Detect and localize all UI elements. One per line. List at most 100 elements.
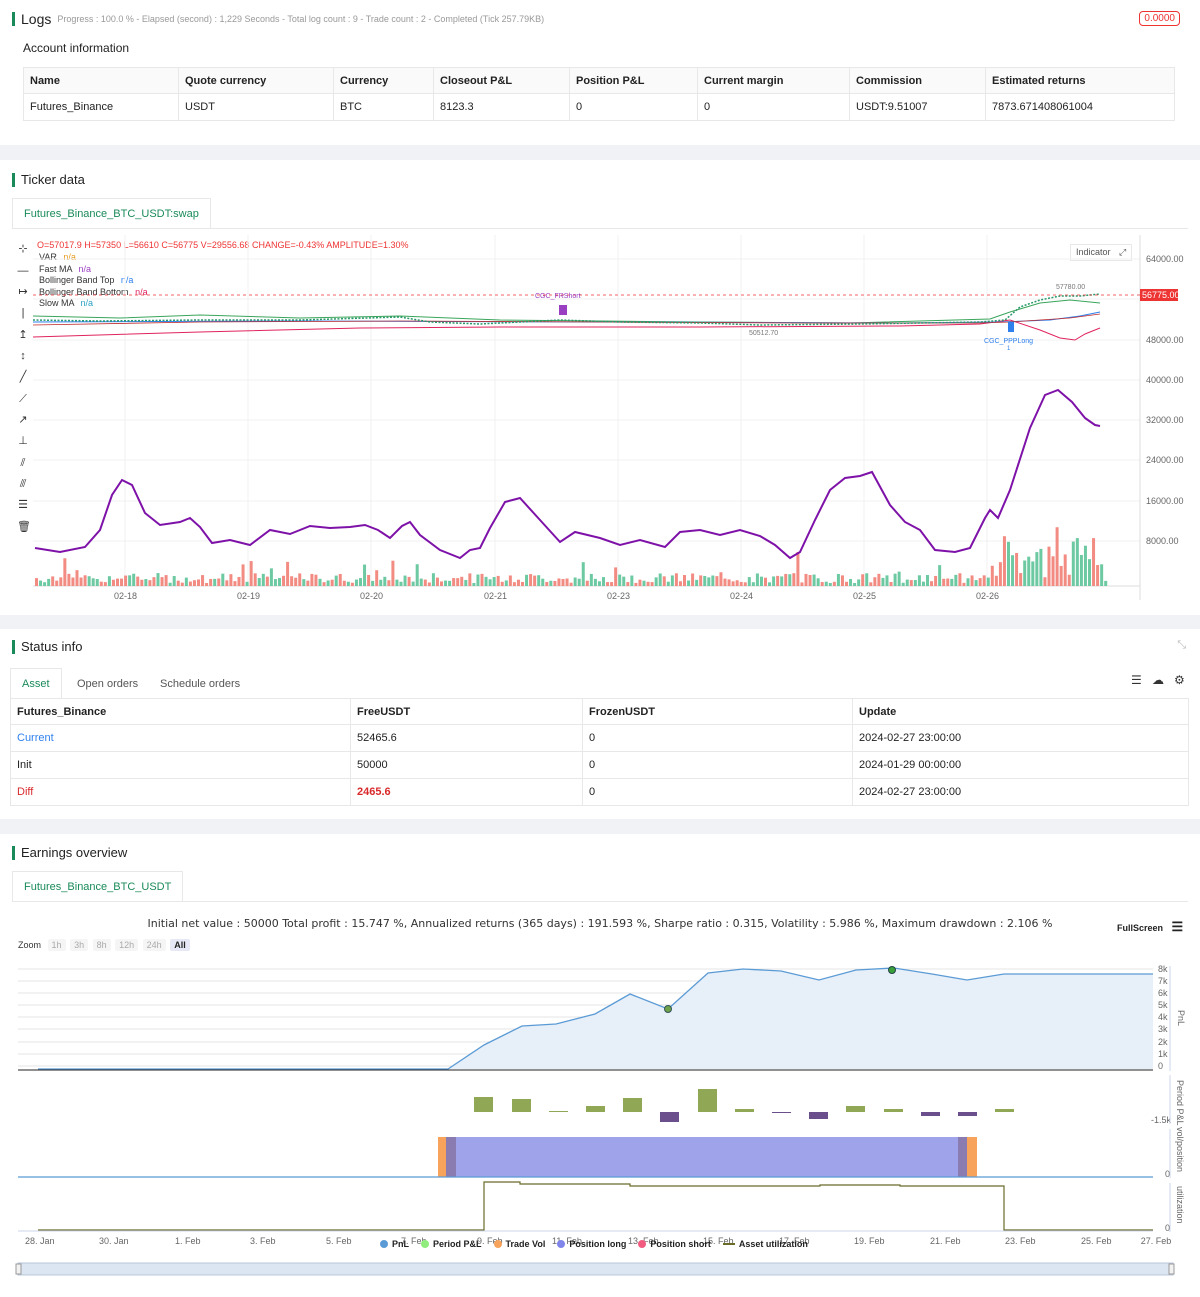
legend-label: Trade Vol — [505, 1239, 546, 1249]
navigator-bar[interactable] — [17, 1262, 1174, 1276]
earnings-chart: 8k 7k 6k 5k 4k 3k 2k 1k 0 PnL — [15, 964, 1186, 1276]
volume-bar — [1015, 552, 1019, 586]
legend-period-pnl[interactable]: Period P&L — [421, 1239, 482, 1249]
cloud-icon[interactable]: ☁ — [1152, 673, 1164, 687]
volume-bar — [982, 575, 986, 586]
zoom-3h[interactable]: 3h — [70, 939, 89, 951]
menu-icon[interactable]: ☰ — [1171, 919, 1184, 934]
asset-table: Futures_Binance FreeUSDT FrozenUSDT Upda… — [10, 698, 1189, 806]
col-frozen: FrozenUSDT — [582, 698, 853, 725]
segment-icon[interactable]: ⟋ — [19, 393, 27, 405]
zoom-24h[interactable]: 24h — [142, 939, 166, 951]
legend-label: Position short — [650, 1239, 711, 1249]
vertical-segment-icon[interactable]: ↕ — [20, 350, 26, 362]
volume-bar — [974, 580, 978, 586]
legend-trade-vol[interactable]: Trade Vol — [493, 1239, 546, 1249]
ticker-title-text: Ticker data — [21, 172, 85, 187]
volume-bar — [363, 564, 367, 586]
account-table: Name Quote currency Currency Closeout P&… — [23, 67, 1175, 121]
bar-negative — [809, 1112, 828, 1119]
logs-title-text: Logs — [21, 11, 52, 27]
date-tick: 27. Feb — [1141, 1236, 1172, 1246]
tab-ticker-symbol[interactable]: Futures_Binance_BTC_USDT:swap — [12, 198, 211, 228]
collapse-icon[interactable]: ⤡ — [1177, 639, 1186, 651]
zoom-12h[interactable]: 12h — [115, 939, 139, 951]
volume-bar — [476, 574, 480, 586]
volume-bar — [395, 579, 399, 586]
vertical-ray-icon[interactable]: ↥ — [18, 329, 28, 341]
volume-bar — [456, 578, 460, 586]
trash-icon[interactable]: 🗑 — [17, 521, 31, 533]
navigator-handle-right[interactable] — [1168, 1263, 1175, 1275]
tab-open-orders[interactable]: Open orders — [65, 668, 151, 698]
volume-bar — [808, 575, 812, 586]
volume-bar — [1027, 556, 1031, 586]
zoom-1h[interactable]: 1h — [47, 939, 66, 951]
cell: USDT — [178, 93, 334, 121]
pnl-tick: 4k — [1158, 1012, 1168, 1022]
price-line-icon[interactable]: ⊥ — [18, 435, 28, 447]
volume-bar — [107, 576, 111, 586]
date-tick: 02-18 — [114, 591, 137, 601]
volume-bar — [816, 578, 820, 586]
tab-asset[interactable]: Asset — [10, 668, 62, 698]
volume-bar — [917, 575, 921, 586]
crosshair-icon[interactable]: ⊹ — [18, 243, 28, 255]
ppl-tick: -1.5k — [1151, 1115, 1172, 1125]
volume-bar — [201, 575, 205, 586]
tab-earnings-symbol[interactable]: Futures_Binance_BTC_USDT — [12, 871, 184, 901]
channel-icon[interactable]: ⫻ — [19, 478, 27, 490]
volume-bar — [156, 573, 160, 586]
list-icon[interactable]: ☰ — [1131, 673, 1142, 687]
volume-bar — [1067, 574, 1071, 586]
volume-bar — [245, 581, 249, 586]
volume-bar — [683, 575, 686, 586]
bar-positive — [586, 1106, 605, 1112]
last-price-tag-text: 56775.00 — [1142, 290, 1180, 300]
volume-bar — [865, 573, 869, 586]
volume-bar — [75, 570, 79, 586]
volume-bar — [646, 581, 650, 586]
zoom-8h[interactable]: 8h — [92, 939, 111, 951]
volume-bar — [278, 577, 281, 586]
parallel-line-icon[interactable]: ⫽ — [20, 457, 26, 469]
volume-bar — [776, 575, 780, 586]
arrow-line-icon[interactable]: ↗ — [18, 414, 28, 426]
volume-bar — [468, 573, 472, 586]
table-row: Futures_Binance USDT BTC 8123.3 0 0 USDT… — [23, 93, 1175, 121]
gear-icon[interactable]: ⚙ — [1174, 673, 1185, 687]
row-label: Current — [10, 724, 351, 752]
volume-bar — [1035, 552, 1039, 586]
legend-pnl[interactable]: PnL — [380, 1239, 409, 1249]
volume-bar — [359, 578, 362, 586]
indicator-button[interactable]: Indicator ⤢ — [1070, 244, 1133, 261]
zoom-label: Zoom — [18, 940, 42, 950]
legend-asset-utilization[interactable]: Asset utilization — [722, 1239, 808, 1249]
fullscreen-button[interactable]: FullScreen ☰ — [1117, 919, 1183, 935]
volume-bar — [986, 577, 990, 586]
axis-title-position: vol/position — [1175, 1127, 1185, 1172]
zoom-all[interactable]: All — [170, 939, 190, 951]
tab-schedule-orders[interactable]: Schedule orders — [148, 668, 253, 698]
cell: 2024-02-27 23:00:00 — [852, 724, 1189, 752]
price-tick: 24000.00 — [1146, 455, 1184, 465]
navigator-handle-left[interactable] — [15, 1263, 22, 1275]
volume-bar — [905, 579, 909, 586]
volume-bar — [881, 577, 885, 586]
ray-icon[interactable]: ↦ — [18, 286, 28, 298]
cell: BTC — [333, 93, 434, 121]
volume-bar — [63, 558, 67, 586]
vertical-line-icon[interactable]: | — [21, 307, 25, 319]
status-panel: Status info ⤡ Asset Open orders Schedule… — [0, 629, 1200, 819]
expand-icon[interactable]: ⤢ — [1119, 247, 1127, 257]
legend-dot — [557, 1240, 566, 1248]
date-tick: 02-19 — [237, 591, 260, 601]
price-grid — [33, 235, 1140, 585]
trend-line-icon[interactable]: ╱ — [19, 371, 27, 383]
horizontal-line-icon[interactable]: — — [17, 265, 29, 277]
volume-bar — [642, 580, 646, 586]
fibonacci-icon[interactable]: ☰ — [18, 499, 28, 511]
axis-title-utilization: utilization — [1175, 1186, 1185, 1224]
legend-position-long[interactable]: Position long — [557, 1239, 626, 1249]
legend-position-short[interactable]: Position short — [638, 1239, 711, 1249]
